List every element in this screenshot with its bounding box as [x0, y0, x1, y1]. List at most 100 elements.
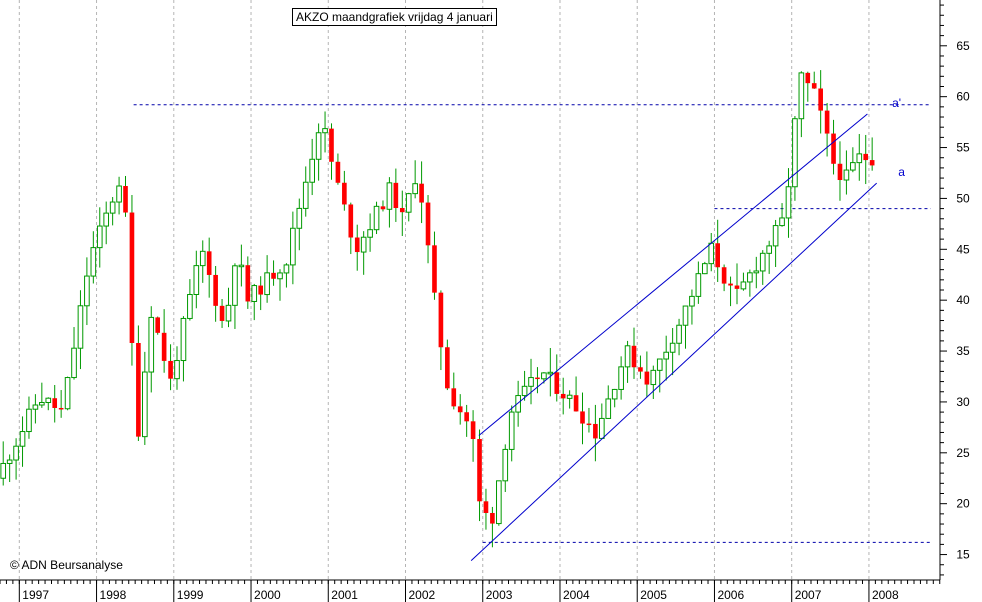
candle-up	[39, 401, 45, 406]
candle-up	[605, 398, 612, 419]
x-tick-label: 2008	[872, 588, 899, 602]
grid-lines	[18, 0, 870, 580]
candle-up	[663, 351, 670, 360]
candle-up	[373, 205, 380, 231]
candle-down	[837, 163, 843, 181]
candle-up	[26, 408, 32, 433]
candle-up	[180, 317, 187, 362]
x-tick-label: 1999	[177, 588, 204, 602]
candle-down	[399, 208, 405, 213]
chart-title: AKZO maandgrafiek vrijdag 4 januari	[292, 8, 497, 26]
candle-down	[580, 411, 585, 424]
candle-up	[689, 295, 695, 307]
candle-up	[103, 212, 110, 227]
x-tick-label: 2007	[795, 588, 822, 602]
copyright-label: © ADN Beursanalyse	[10, 558, 123, 572]
candle-up	[277, 272, 283, 280]
candle-up	[187, 294, 193, 319]
candle-down	[477, 439, 482, 502]
candle-down	[329, 128, 334, 162]
candle-up	[90, 247, 97, 277]
candle-up	[753, 270, 760, 274]
candle-up	[309, 158, 315, 183]
candle-up	[6, 459, 13, 464]
candle-up	[296, 207, 303, 229]
candle-down	[213, 274, 218, 306]
candle-down	[438, 292, 444, 348]
candle-down	[342, 182, 347, 205]
candle-down	[464, 412, 469, 422]
candle-up	[232, 265, 238, 306]
candle-down	[335, 161, 341, 183]
y-tick-label: 45	[956, 242, 970, 256]
candle-up	[759, 252, 766, 272]
candle-up	[109, 201, 116, 214]
candle-down	[52, 398, 58, 408]
candle-down	[734, 285, 740, 289]
candle-up	[386, 182, 393, 210]
x-tick-label: 2004	[563, 588, 590, 602]
x-tick-label: 2002	[409, 588, 436, 602]
candle-down	[805, 72, 811, 84]
candles	[0, 70, 875, 548]
candle-up	[515, 395, 521, 413]
x-tick-label: 2000	[254, 588, 281, 602]
y-tick-label: 35	[956, 344, 970, 358]
candle-down	[168, 360, 173, 379]
candle-up	[64, 377, 71, 410]
candle-down	[354, 237, 360, 253]
candle-up	[264, 272, 270, 296]
candle-up	[32, 404, 39, 410]
candle-down	[155, 317, 161, 333]
candle-up	[547, 371, 554, 375]
candle-down	[245, 265, 251, 302]
candle-down	[445, 347, 450, 389]
candle-up	[225, 304, 232, 322]
candle-down	[271, 272, 276, 279]
candle-down	[638, 367, 643, 372]
y-tick-label: 55	[956, 141, 970, 155]
candle-up	[496, 480, 502, 525]
candle-down	[219, 305, 225, 321]
annotations: a' a	[892, 96, 905, 179]
candle-down	[490, 512, 495, 524]
candle-up	[792, 118, 798, 188]
candle-up	[405, 193, 412, 213]
channel-label: a'	[892, 96, 901, 110]
candle-up	[624, 345, 631, 368]
candle-down	[432, 245, 437, 293]
y-tick-label: 65	[956, 39, 970, 53]
candle-up	[599, 417, 605, 439]
candle-up	[669, 342, 676, 353]
candle-up	[71, 347, 77, 379]
candle-down	[869, 160, 875, 166]
candle-up	[193, 265, 200, 296]
candle-down	[631, 345, 637, 368]
candle-up	[618, 366, 624, 390]
candle-down	[863, 153, 869, 161]
trendlines	[470, 113, 878, 562]
candle-up	[315, 132, 322, 160]
horizontal-levels	[133, 104, 931, 543]
candle-down	[831, 133, 836, 164]
candle-down	[573, 395, 579, 412]
candle-down	[715, 243, 720, 268]
candle-up	[708, 242, 715, 265]
x-tick-label: 1997	[22, 588, 49, 602]
candle-up	[412, 183, 418, 195]
y-tick-label: 30	[956, 395, 970, 409]
candle-up	[84, 275, 90, 307]
x-tick-label: 2006	[717, 588, 744, 602]
candle-down	[451, 388, 457, 407]
candle-up	[142, 371, 148, 438]
trendline	[470, 182, 878, 562]
candle-down	[457, 406, 463, 413]
candle-up	[199, 250, 206, 267]
candle-up	[360, 236, 367, 253]
candle-up	[766, 245, 772, 254]
candle-down	[123, 186, 128, 213]
candle-up	[541, 372, 547, 380]
candle-up	[174, 360, 180, 380]
candle-up	[656, 358, 663, 371]
